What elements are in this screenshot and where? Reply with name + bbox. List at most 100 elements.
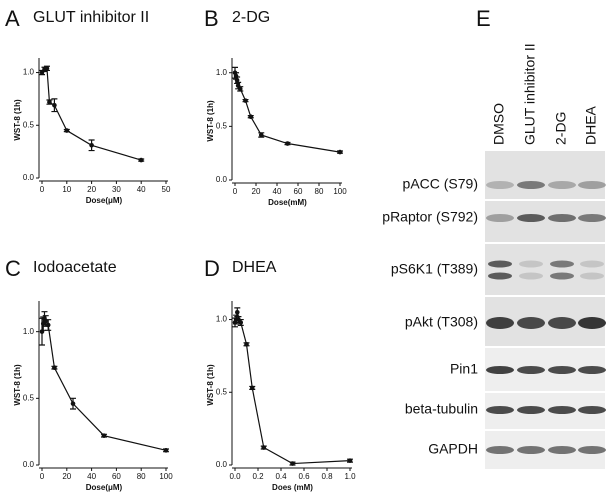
y-tick-label: 0.5 — [23, 393, 35, 402]
blot-band — [548, 214, 576, 222]
y-tick-label: 0.0 — [216, 175, 228, 184]
chart-title: DHEA — [232, 259, 277, 276]
y-axis-label: WST-8 (1h) — [206, 100, 215, 142]
data-point — [70, 401, 76, 406]
data-point — [64, 128, 70, 133]
x-tick-label: 30 — [112, 185, 121, 194]
row-label: pAkt (T308) — [405, 314, 478, 330]
panel-letter: E — [476, 6, 491, 31]
y-tick-label: 0.5 — [23, 120, 35, 129]
blot-band — [517, 214, 545, 222]
blot-band — [517, 366, 545, 374]
blot-band — [580, 272, 604, 280]
blot-band — [519, 272, 543, 280]
y-tick-label: 0.5 — [216, 387, 228, 396]
data-line — [41, 316, 167, 451]
row-label: Pin1 — [450, 361, 478, 377]
blot-band — [488, 272, 512, 280]
data-point — [248, 114, 254, 120]
data-point — [237, 86, 243, 92]
x-tick-label: 0.8 — [321, 472, 333, 481]
data-point — [347, 458, 353, 463]
blot-strip — [485, 151, 605, 199]
row-label: pACC (S79) — [403, 176, 478, 192]
data-point — [101, 433, 107, 438]
x-tick-label: 60 — [112, 472, 121, 481]
blot-band — [486, 317, 514, 329]
panel-letter: D — [204, 256, 220, 281]
data-point — [163, 448, 169, 453]
blot-band — [578, 214, 606, 222]
blot-band — [488, 260, 512, 268]
lane-label: 2-DG — [553, 112, 569, 145]
y-tick-label: 1.0 — [23, 68, 35, 77]
blot-band — [486, 366, 514, 374]
chart-title: 2-DG — [232, 9, 270, 26]
blot-band — [517, 181, 545, 189]
blot-band — [548, 366, 576, 374]
blot-band — [486, 446, 514, 454]
data-point — [238, 320, 244, 325]
data-point — [243, 98, 248, 103]
row-label: pS6K1 (T389) — [391, 261, 478, 277]
blot-band — [580, 260, 604, 268]
data-point — [337, 149, 343, 155]
data-point — [47, 99, 52, 105]
blot-strip — [485, 201, 605, 242]
data-point — [45, 322, 51, 328]
blot-band — [550, 260, 574, 268]
lane-label: GLUT inhibitor II — [522, 43, 538, 145]
y-tick-label: 0.0 — [23, 460, 35, 469]
chart-title: Iodoacetate — [33, 259, 117, 276]
data-point — [258, 132, 264, 138]
panel-letter: B — [204, 6, 219, 31]
data-point — [290, 461, 295, 466]
data-point — [285, 141, 290, 146]
x-tick-label: 40 — [137, 185, 146, 194]
data-point — [235, 309, 240, 315]
panel-letter: A — [5, 6, 20, 31]
data-point — [234, 77, 240, 83]
blot-strip — [485, 244, 605, 295]
x-tick-label: 100 — [159, 472, 173, 481]
row-label: pRaptor (S792) — [382, 209, 478, 225]
data-point — [138, 157, 144, 163]
blot-band — [578, 181, 606, 189]
blot-band — [550, 272, 574, 280]
x-tick-label: 1.0 — [344, 472, 356, 481]
blot-band — [548, 317, 576, 329]
y-axis-label: WST-8 (1h) — [206, 364, 215, 406]
y-tick-label: 0.5 — [216, 121, 228, 130]
x-tick-label: 0 — [40, 472, 45, 481]
data-point — [52, 365, 57, 370]
blot-band — [517, 317, 545, 329]
x-tick-label: 20 — [252, 187, 261, 196]
data-point — [44, 66, 50, 71]
x-tick-label: 0.6 — [298, 472, 310, 481]
x-axis-label: Dose(mM) — [268, 198, 307, 207]
row-label: GAPDH — [428, 441, 478, 457]
x-tick-label: 80 — [315, 187, 324, 196]
y-tick-label: 0.0 — [216, 460, 228, 469]
blot-band — [519, 260, 543, 268]
x-tick-label: 60 — [294, 187, 303, 196]
blot-band — [517, 406, 545, 414]
lane-label: DMSO — [491, 103, 507, 145]
y-tick-label: 0.0 — [23, 173, 35, 182]
x-tick-label: 100 — [333, 187, 347, 196]
blot-band — [578, 317, 606, 329]
y-tick-label: 1.0 — [23, 327, 35, 336]
x-axis-label: Dose(μM) — [86, 483, 123, 492]
x-tick-label: 20 — [87, 185, 96, 194]
x-tick-label: 10 — [62, 185, 71, 194]
data-point — [89, 143, 94, 148]
y-axis-label: WST-8 (1h) — [13, 99, 22, 141]
data-point — [244, 341, 249, 347]
x-tick-label: 40 — [273, 187, 282, 196]
x-tick-label: 0 — [40, 185, 45, 194]
blot-band — [578, 446, 606, 454]
x-tick-label: 80 — [137, 472, 146, 481]
x-tick-label: 40 — [87, 472, 96, 481]
blot-band — [548, 446, 576, 454]
